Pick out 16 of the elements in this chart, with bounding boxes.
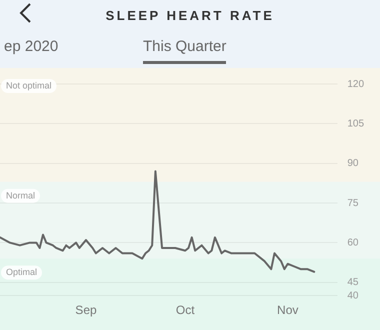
x-tick-label: Sep bbox=[75, 303, 97, 318]
text: This Quarter bbox=[143, 38, 226, 64]
y-tick-label: 60 bbox=[347, 237, 359, 248]
y-tick-label: 105 bbox=[347, 118, 364, 130]
band-label: Optimal bbox=[6, 267, 38, 278]
y-tick-label: 75 bbox=[347, 198, 359, 209]
band-label: Normal bbox=[6, 190, 36, 200]
x-tick-label: Nov bbox=[277, 303, 298, 318]
y-tick-label: 120 bbox=[347, 78, 364, 90]
x-tick-label: Oct bbox=[176, 303, 196, 318]
y-tick-label: 90 bbox=[347, 158, 359, 170]
chart-title: SLEEP HEART RATE bbox=[104, 8, 276, 23]
y-tick-label: 45 bbox=[347, 277, 359, 288]
y-tick-label: 40 bbox=[347, 290, 359, 302]
text: ep 2020 bbox=[4, 38, 58, 55]
band-label: Not optimal bbox=[6, 80, 52, 90]
